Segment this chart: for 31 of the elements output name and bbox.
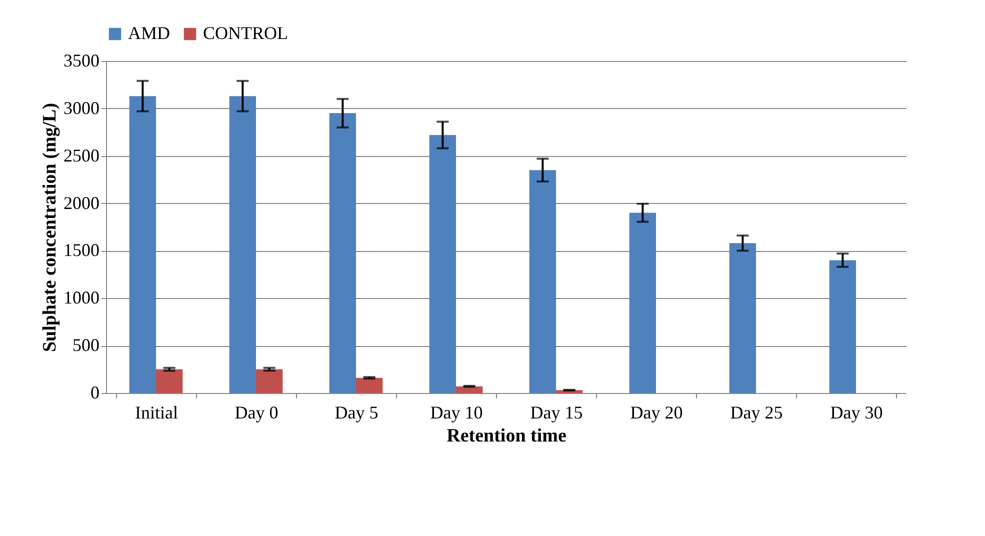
y-tick-label: 1500	[64, 240, 100, 260]
x-tick-label: Day 20	[630, 402, 683, 422]
x-axis-title: Retention time	[446, 426, 566, 446]
bar	[729, 243, 756, 393]
y-tick-label: 0	[90, 382, 100, 402]
bar	[256, 369, 283, 393]
x-tick-label: Day 30	[830, 402, 883, 422]
bar	[329, 113, 356, 393]
bar	[356, 378, 383, 393]
bar	[229, 96, 256, 393]
x-tick-label: Initial	[135, 402, 178, 422]
bar	[129, 96, 156, 393]
y-tick-label: 2500	[64, 145, 100, 166]
x-tick-label: Day 15	[530, 402, 583, 422]
bar	[629, 212, 656, 393]
bar	[829, 260, 856, 393]
y-tick-label: 3500	[64, 50, 100, 70]
y-tick-label: 1000	[64, 288, 100, 308]
bar	[156, 369, 183, 393]
x-tick-label: Day 5	[334, 402, 378, 422]
legend-label: CONTROL	[203, 23, 288, 43]
legend-label: AMD	[128, 23, 170, 43]
x-tick-label: Day 0	[234, 402, 278, 422]
y-tick-label: 500	[72, 335, 100, 356]
x-tick-label: Day 10	[430, 402, 483, 422]
bar	[429, 134, 456, 393]
bar	[529, 170, 556, 393]
x-tick-label: Day 25	[730, 402, 783, 422]
y-tick-label: 2000	[64, 192, 100, 213]
y-tick-label: 3000	[64, 98, 100, 118]
y-axis-title: Sulphate concentration (mg/L)	[40, 102, 60, 352]
